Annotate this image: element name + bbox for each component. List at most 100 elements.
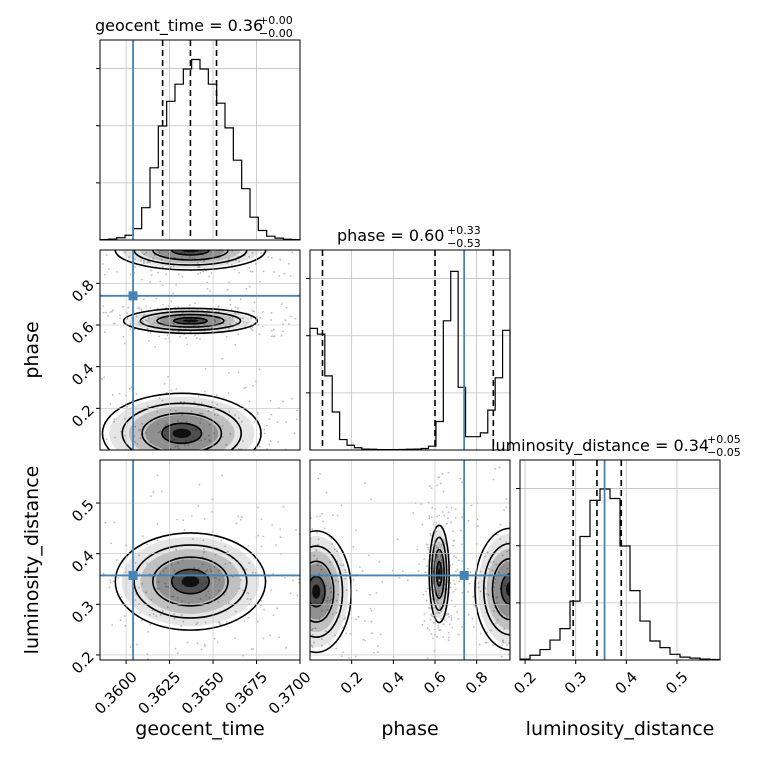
- sample-point: [478, 643, 481, 646]
- sample-point: [216, 403, 219, 406]
- sample-point: [198, 483, 201, 486]
- sample-point: [234, 610, 237, 613]
- sample-point: [307, 547, 309, 549]
- sample-point: [270, 413, 273, 416]
- sample-point: [430, 516, 433, 519]
- sample-point: [505, 616, 508, 618]
- sample-point: [187, 444, 190, 447]
- sample-point: [510, 618, 512, 620]
- sample-point: [214, 553, 217, 556]
- sample-point: [302, 660, 304, 662]
- sample-point: [312, 670, 314, 672]
- sample-point: [156, 307, 159, 310]
- sample-point: [109, 311, 112, 314]
- sample-point: [440, 559, 443, 561]
- sample-point: [128, 256, 131, 259]
- sample-point: [179, 335, 182, 338]
- sample-point: [420, 503, 423, 505]
- sample-point: [454, 583, 456, 585]
- sample-point: [184, 444, 186, 447]
- sample-point: [296, 409, 299, 412]
- sample-point: [301, 554, 303, 556]
- sample-point: [448, 616, 450, 618]
- sample-point: [210, 327, 213, 329]
- sample-point: [152, 613, 155, 615]
- sample-point: [120, 430, 122, 433]
- sample-point: [115, 559, 118, 561]
- sample-point: [335, 612, 338, 614]
- sample-point: [291, 251, 294, 254]
- sample-point: [483, 695, 485, 697]
- sample-point: [357, 615, 360, 618]
- sample-point: [344, 577, 346, 580]
- sample-point: [501, 640, 504, 642]
- sample-point: [69, 311, 71, 313]
- sample-point: [275, 544, 277, 546]
- sample-point: [160, 455, 162, 457]
- sample-point: [196, 622, 199, 624]
- sample-point: [240, 579, 242, 581]
- sample-point: [494, 673, 496, 675]
- sample-point: [123, 417, 126, 420]
- sample-point: [254, 243, 256, 245]
- sample-point: [359, 566, 361, 568]
- sample-point: [319, 678, 321, 680]
- sample-point: [142, 314, 145, 317]
- sample-point: [512, 652, 514, 654]
- sample-point: [511, 561, 513, 563]
- sample-point: [444, 619, 446, 621]
- sample-point: [58, 248, 60, 250]
- sample-point: [289, 592, 292, 595]
- sample-point: [354, 655, 357, 658]
- sample-point: [443, 514, 446, 517]
- sample-point: [429, 664, 431, 666]
- sample-point: [263, 428, 266, 431]
- sample-point: [43, 434, 45, 436]
- sample-point: [429, 607, 432, 609]
- sample-point: [180, 583, 183, 585]
- sample-point: [248, 562, 251, 564]
- contour-line: [121, 402, 242, 450]
- sample-point: [248, 256, 251, 258]
- sample-point: [162, 570, 165, 572]
- sample-point: [76, 481, 78, 483]
- sample-point: [79, 582, 81, 584]
- sample-point: [268, 443, 271, 446]
- sample-point: [156, 522, 159, 525]
- sample-point: [103, 376, 106, 379]
- sample-point: [174, 316, 176, 318]
- sample-point: [284, 576, 286, 579]
- sample-point: [217, 310, 220, 313]
- sample-point: [245, 243, 247, 245]
- sample-point: [496, 602, 499, 604]
- sample-point: [165, 273, 168, 276]
- sample-point: [302, 418, 304, 420]
- sample-point: [430, 534, 432, 537]
- sample-point: [517, 560, 519, 562]
- sample-point: [251, 309, 254, 312]
- sample-point: [43, 421, 45, 423]
- sample-point: [438, 476, 440, 479]
- sample-point: [101, 263, 104, 265]
- sample-point: [196, 262, 199, 264]
- sample-point: [503, 627, 506, 630]
- sample-point: [304, 609, 306, 611]
- sample-point: [461, 516, 464, 519]
- sample-point: [352, 578, 355, 581]
- sample-point: [288, 323, 290, 326]
- title-phase-lower: −0.53: [447, 237, 481, 250]
- sample-point: [325, 491, 328, 494]
- panel-frame: [99, 249, 301, 451]
- contour-line: [482, 542, 510, 636]
- sample-point: [176, 419, 179, 422]
- sample-point: [485, 641, 488, 644]
- sample-point: [202, 548, 205, 551]
- sample-point: [167, 375, 170, 378]
- sample-point: [180, 246, 182, 248]
- sample-point: [238, 271, 240, 274]
- sample-point: [133, 328, 136, 331]
- sample-point: [158, 335, 161, 338]
- sample-point: [292, 668, 294, 670]
- sample-point: [156, 587, 159, 590]
- y-tick-label: 0.6: [68, 318, 98, 348]
